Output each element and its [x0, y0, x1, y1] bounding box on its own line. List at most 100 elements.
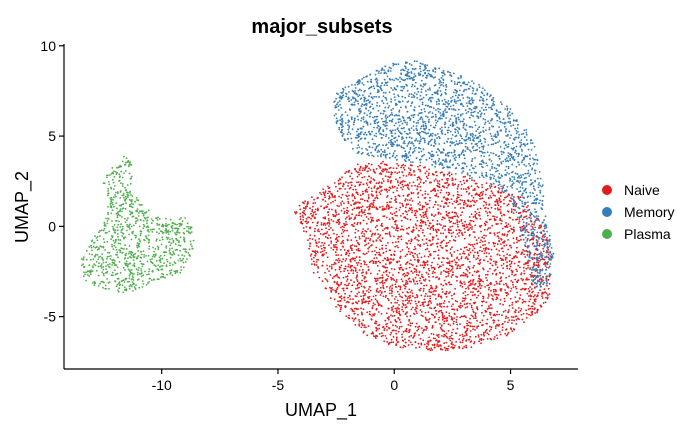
data-point	[484, 248, 487, 251]
data-point	[467, 258, 469, 261]
data-point	[398, 195, 401, 198]
data-point	[514, 309, 517, 311]
data-point	[544, 244, 547, 247]
data-point	[468, 205, 471, 208]
data-point	[489, 227, 491, 229]
data-point	[413, 147, 416, 150]
data-point	[545, 276, 548, 278]
data-point	[363, 330, 365, 333]
data-point	[346, 212, 349, 215]
data-point	[521, 205, 524, 208]
data-point	[403, 142, 406, 145]
data-point	[408, 266, 411, 269]
data-point	[419, 147, 422, 150]
data-point	[398, 310, 401, 313]
data-point	[434, 76, 436, 79]
data-point	[465, 344, 467, 347]
data-point	[476, 145, 479, 147]
data-point	[346, 191, 349, 194]
data-point	[382, 295, 385, 298]
data-point	[383, 340, 386, 343]
data-point	[546, 237, 548, 239]
data-point	[372, 260, 375, 263]
data-point	[505, 196, 507, 199]
data-point	[518, 261, 521, 263]
data-point	[356, 287, 359, 289]
data-point	[494, 327, 497, 329]
data-point	[390, 138, 393, 141]
data-point	[520, 154, 523, 156]
data-point	[472, 302, 475, 304]
data-point	[456, 187, 459, 190]
data-point	[399, 228, 402, 231]
data-point	[540, 251, 542, 254]
data-point	[371, 206, 374, 208]
data-point	[444, 133, 447, 136]
data-point	[385, 135, 387, 138]
data-point	[514, 172, 517, 175]
data-point	[301, 201, 304, 204]
data-point	[378, 277, 381, 280]
data-point	[374, 143, 377, 145]
data-point	[463, 303, 466, 306]
data-point	[487, 144, 490, 146]
data-point	[496, 207, 499, 210]
data-point	[473, 284, 476, 286]
data-point	[510, 280, 512, 282]
data-point	[341, 200, 344, 203]
data-point	[464, 294, 467, 297]
data-point	[348, 100, 350, 103]
data-point	[422, 303, 424, 305]
data-point	[530, 225, 532, 227]
data-point	[471, 315, 474, 318]
data-point	[389, 166, 392, 169]
data-point	[327, 217, 330, 220]
data-point	[530, 305, 533, 308]
data-point	[399, 215, 402, 217]
data-point	[434, 250, 437, 253]
data-point	[417, 342, 420, 345]
data-point	[333, 182, 336, 184]
data-point	[408, 193, 410, 196]
data-point	[385, 273, 388, 276]
data-point	[428, 253, 431, 256]
data-point	[343, 210, 346, 213]
data-point	[355, 239, 358, 242]
data-point	[538, 226, 540, 229]
data-point	[353, 222, 356, 225]
data-point	[479, 321, 482, 324]
data-point	[476, 270, 479, 272]
data-point	[413, 313, 416, 315]
data-point	[400, 86, 402, 88]
data-point	[461, 274, 464, 277]
data-point	[379, 206, 381, 209]
data-point	[357, 214, 360, 217]
data-point	[519, 145, 522, 148]
data-point	[365, 280, 368, 282]
data-point	[514, 273, 517, 276]
data-point	[377, 233, 380, 236]
data-point	[367, 302, 370, 305]
data-point	[406, 213, 409, 216]
data-point	[375, 80, 378, 83]
data-point	[321, 250, 324, 253]
data-point	[473, 293, 476, 296]
data-point	[450, 276, 453, 278]
data-point	[355, 256, 358, 258]
data-point	[457, 305, 460, 308]
data-point	[446, 131, 449, 134]
data-point	[476, 251, 479, 254]
data-point	[356, 181, 358, 184]
data-point	[364, 239, 367, 241]
data-point	[363, 277, 366, 280]
data-point	[399, 176, 401, 179]
data-point	[505, 224, 508, 227]
data-point	[522, 218, 524, 221]
data-point	[474, 335, 477, 338]
data-point	[496, 216, 498, 219]
data-point	[534, 274, 537, 277]
data-point	[523, 250, 526, 252]
data-point	[311, 208, 314, 211]
data-point	[335, 246, 338, 249]
data-point	[312, 260, 315, 263]
